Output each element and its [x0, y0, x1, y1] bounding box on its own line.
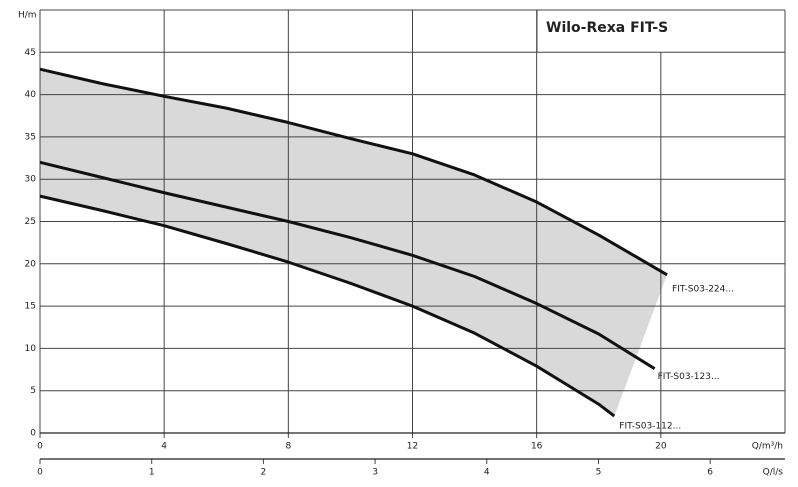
- x2-tick-label: 6: [707, 468, 713, 478]
- x2-tick-label: 0: [37, 468, 43, 478]
- y-tick-label: 35: [25, 132, 36, 142]
- y-tick-label: 40: [25, 90, 37, 100]
- x2-tick-label: 3: [372, 468, 378, 478]
- x-axis-label: Q/m³/h: [752, 442, 783, 452]
- x-tick-label: 0: [37, 442, 43, 452]
- chart-title: Wilo-Rexa FIT-S: [546, 20, 668, 36]
- y-tick-label: 5: [30, 386, 36, 396]
- curve-label: FIT-S03-112...: [619, 422, 681, 432]
- curve: [39, 194, 616, 418]
- curve: [39, 160, 656, 370]
- curve-label: FIT-S03-123...: [658, 372, 720, 382]
- x2-axis-label: Q/l/s: [763, 468, 784, 478]
- y-tick-label: 45: [25, 48, 36, 58]
- x-tick-label: 12: [407, 442, 418, 452]
- x-tick-label: 4: [161, 442, 167, 452]
- y-tick-label: 30: [25, 175, 37, 185]
- y-tick-label: 15: [25, 302, 36, 312]
- curve: [39, 67, 668, 277]
- y-tick-label: 0: [30, 429, 36, 439]
- x2-tick-label: 4: [484, 468, 490, 478]
- x2-tick-label: 2: [261, 468, 267, 478]
- x-tick-label: 20: [655, 442, 667, 452]
- y-axis-label: H/m: [18, 11, 37, 21]
- title-box: [537, 10, 785, 52]
- x-tick-label: 16: [531, 442, 543, 452]
- x2-tick-label: 5: [596, 468, 602, 478]
- operating-range: [40, 69, 668, 417]
- y-tick-label: 25: [25, 217, 36, 227]
- y-tick-label: 10: [25, 344, 37, 354]
- x2-tick-label: 1: [149, 468, 155, 478]
- curve-label: FIT-S03-224...: [672, 284, 734, 294]
- x-tick-label: 8: [285, 442, 291, 452]
- y-tick-label: 20: [25, 259, 37, 269]
